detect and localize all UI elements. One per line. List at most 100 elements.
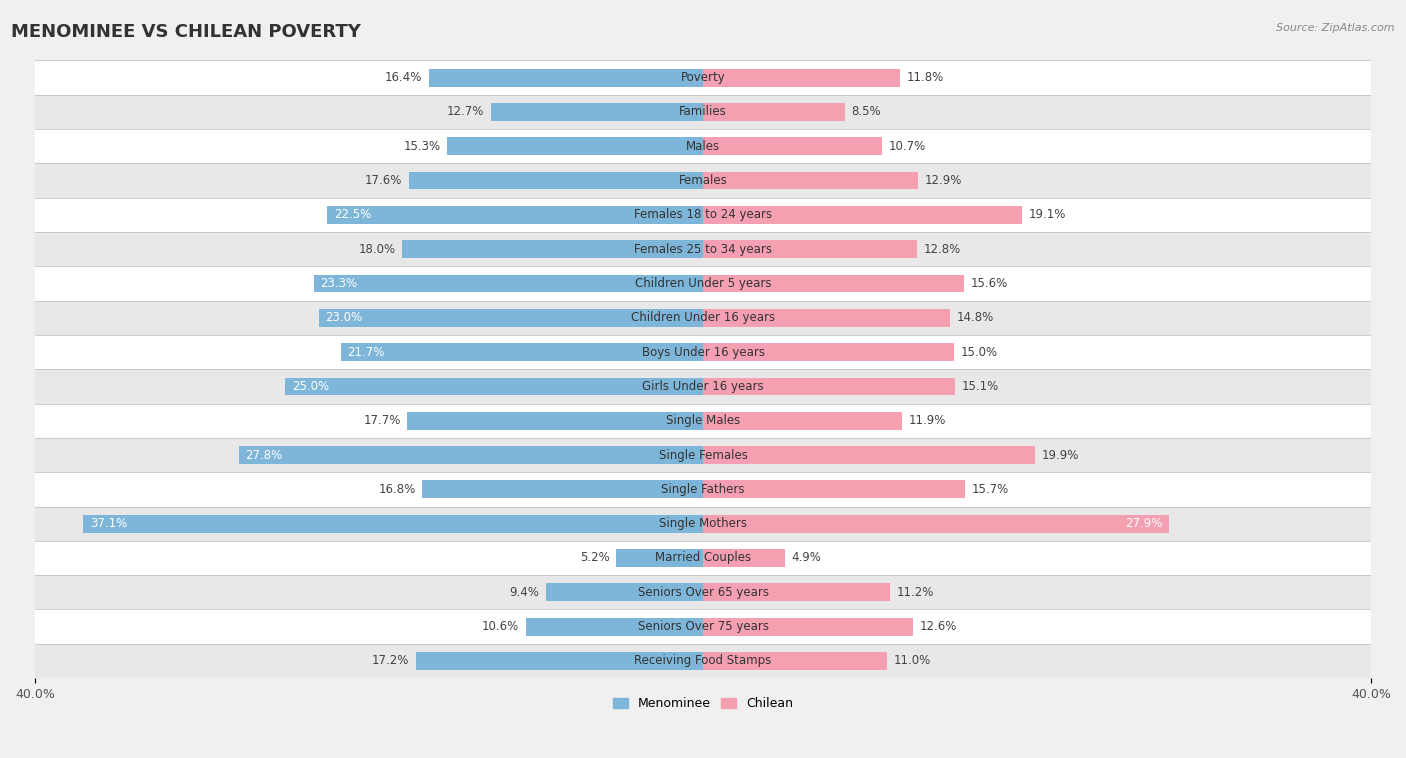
Text: 19.9%: 19.9% <box>1042 449 1080 462</box>
Bar <box>703 343 953 361</box>
Bar <box>35 369 1371 403</box>
Bar <box>703 377 955 396</box>
Text: Children Under 5 years: Children Under 5 years <box>634 277 772 290</box>
Bar <box>408 412 703 430</box>
Bar <box>703 584 890 601</box>
Text: Poverty: Poverty <box>681 71 725 84</box>
Text: 11.0%: 11.0% <box>893 654 931 667</box>
Text: Males: Males <box>686 139 720 153</box>
Bar <box>35 506 1371 540</box>
Text: 15.7%: 15.7% <box>972 483 1010 496</box>
Text: Females 18 to 24 years: Females 18 to 24 years <box>634 208 772 221</box>
Bar <box>314 274 703 293</box>
Text: 16.4%: 16.4% <box>385 71 422 84</box>
Legend: Menominee, Chilean: Menominee, Chilean <box>607 692 799 715</box>
Text: 18.0%: 18.0% <box>359 243 395 255</box>
Bar <box>703 171 918 190</box>
Text: 19.1%: 19.1% <box>1029 208 1066 221</box>
Text: 23.3%: 23.3% <box>321 277 357 290</box>
Bar <box>616 549 703 567</box>
Text: 12.9%: 12.9% <box>925 174 963 187</box>
Bar <box>35 472 1371 506</box>
Bar <box>703 309 950 327</box>
Bar <box>703 137 882 155</box>
Bar <box>328 206 703 224</box>
Text: 9.4%: 9.4% <box>509 586 540 599</box>
Text: Seniors Over 65 years: Seniors Over 65 years <box>637 586 769 599</box>
Bar <box>35 129 1371 164</box>
Bar <box>35 335 1371 369</box>
Text: 15.1%: 15.1% <box>962 380 1000 393</box>
Text: 12.7%: 12.7% <box>447 105 484 118</box>
Text: 4.9%: 4.9% <box>792 552 821 565</box>
Text: Single Females: Single Females <box>658 449 748 462</box>
Bar <box>409 171 703 190</box>
Text: Married Couples: Married Couples <box>655 552 751 565</box>
Bar <box>703 446 1035 464</box>
Text: 15.6%: 15.6% <box>970 277 1008 290</box>
Bar <box>35 232 1371 266</box>
Bar <box>35 198 1371 232</box>
Bar <box>35 540 1371 575</box>
Bar <box>239 446 703 464</box>
Bar <box>703 69 900 86</box>
Text: 15.0%: 15.0% <box>960 346 997 359</box>
Bar <box>35 438 1371 472</box>
Text: Children Under 16 years: Children Under 16 years <box>631 312 775 324</box>
Bar <box>35 301 1371 335</box>
Text: 10.7%: 10.7% <box>889 139 925 153</box>
Text: 37.1%: 37.1% <box>90 517 128 530</box>
Text: 14.8%: 14.8% <box>957 312 994 324</box>
Bar <box>703 549 785 567</box>
Text: Families: Families <box>679 105 727 118</box>
Bar <box>491 103 703 121</box>
Text: 15.3%: 15.3% <box>404 139 441 153</box>
Bar <box>447 137 703 155</box>
Bar <box>285 377 703 396</box>
Text: Females 25 to 34 years: Females 25 to 34 years <box>634 243 772 255</box>
Bar <box>35 164 1371 198</box>
Text: 12.8%: 12.8% <box>924 243 960 255</box>
Text: Single Males: Single Males <box>666 414 740 428</box>
Text: 12.6%: 12.6% <box>920 620 957 633</box>
Text: 10.6%: 10.6% <box>482 620 519 633</box>
Bar <box>546 584 703 601</box>
Bar <box>526 618 703 635</box>
Text: 11.2%: 11.2% <box>897 586 934 599</box>
Bar <box>703 412 901 430</box>
Text: 17.2%: 17.2% <box>371 654 409 667</box>
Bar <box>319 309 703 327</box>
Text: 11.8%: 11.8% <box>907 71 943 84</box>
Bar <box>35 266 1371 301</box>
Text: 25.0%: 25.0% <box>292 380 329 393</box>
Bar <box>703 103 845 121</box>
Text: 5.2%: 5.2% <box>579 552 609 565</box>
Text: 22.5%: 22.5% <box>333 208 371 221</box>
Bar <box>340 343 703 361</box>
Text: Single Mothers: Single Mothers <box>659 517 747 530</box>
Text: 11.9%: 11.9% <box>908 414 946 428</box>
Bar <box>35 403 1371 438</box>
Bar <box>703 274 963 293</box>
Text: 17.7%: 17.7% <box>363 414 401 428</box>
Text: Boys Under 16 years: Boys Under 16 years <box>641 346 765 359</box>
Bar <box>429 69 703 86</box>
Text: 8.5%: 8.5% <box>852 105 882 118</box>
Bar <box>703 240 917 258</box>
Bar <box>703 481 965 498</box>
Text: Females: Females <box>679 174 727 187</box>
Bar <box>35 95 1371 129</box>
Bar <box>35 609 1371 644</box>
Text: 21.7%: 21.7% <box>347 346 385 359</box>
Text: 27.8%: 27.8% <box>246 449 283 462</box>
Bar <box>703 618 914 635</box>
Text: 23.0%: 23.0% <box>326 312 363 324</box>
Bar <box>35 644 1371 678</box>
Text: 17.6%: 17.6% <box>366 174 402 187</box>
Bar <box>35 61 1371 95</box>
Text: Source: ZipAtlas.com: Source: ZipAtlas.com <box>1277 23 1395 33</box>
Text: MENOMINEE VS CHILEAN POVERTY: MENOMINEE VS CHILEAN POVERTY <box>11 23 361 41</box>
Text: 16.8%: 16.8% <box>378 483 416 496</box>
Text: Single Fathers: Single Fathers <box>661 483 745 496</box>
Bar <box>83 515 703 533</box>
